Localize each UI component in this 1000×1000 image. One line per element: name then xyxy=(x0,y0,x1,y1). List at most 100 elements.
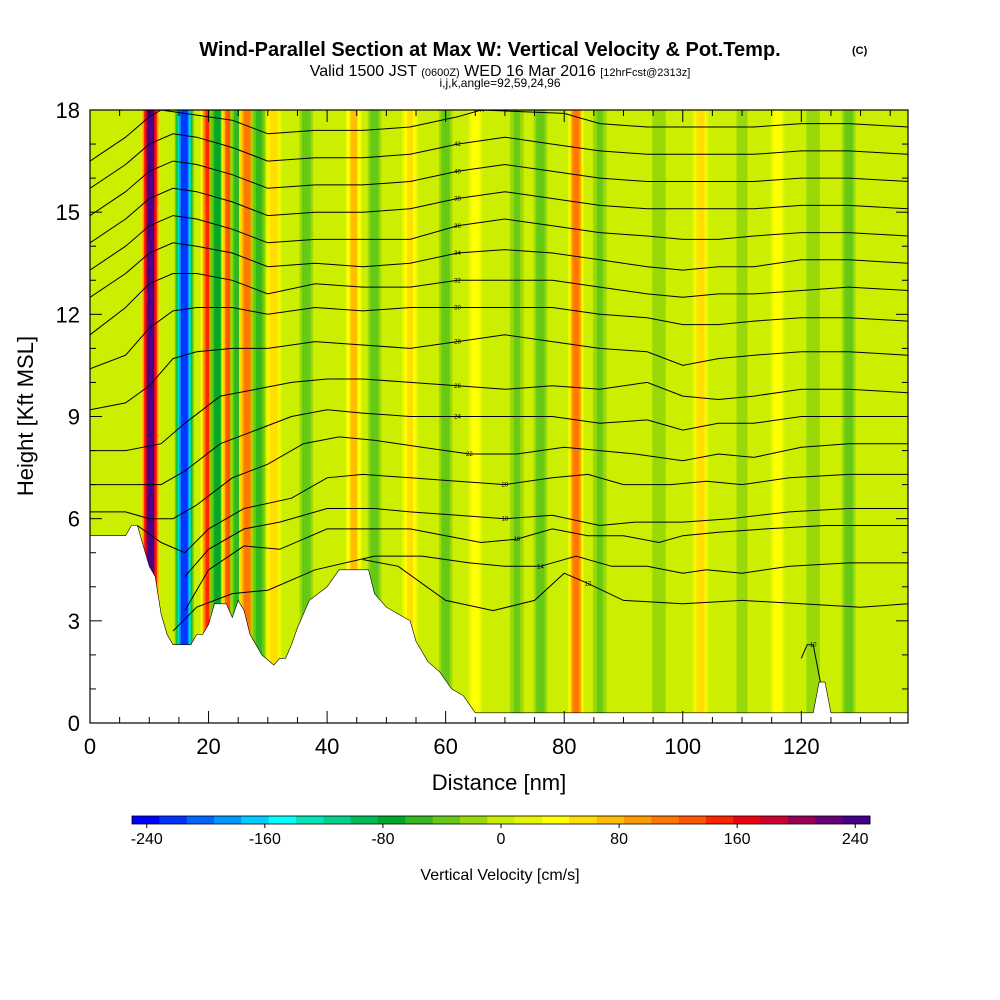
y-tick-label: 15 xyxy=(56,200,80,225)
velocity-band xyxy=(350,110,357,723)
colorbar-swatch xyxy=(514,816,543,824)
colorbar-tick-label: -160 xyxy=(249,831,281,848)
colorbar-swatch xyxy=(706,816,734,824)
colorbar-tick-label: -240 xyxy=(131,831,163,848)
y-tick-label: 6 xyxy=(68,507,80,532)
y-tick-label: 12 xyxy=(56,302,80,327)
colorbar: -240 -160 -80 0 80 160 240 xyxy=(131,815,871,848)
theta-contour xyxy=(184,508,908,577)
y-tick-label: 18 xyxy=(56,98,80,123)
x-tick-label: 60 xyxy=(433,734,457,759)
theta-contour-label: 10 xyxy=(810,643,817,649)
colorbar-swatch xyxy=(760,816,789,824)
velocity-band xyxy=(270,110,277,723)
x-axis-title: Distance [nm] xyxy=(432,770,567,795)
velocity-band xyxy=(146,110,155,723)
velocity-band xyxy=(697,110,704,723)
velocity-band xyxy=(214,110,221,723)
theta-contour-label: 28 xyxy=(454,340,461,346)
colorbar-title: Vertical Velocity [cm/s] xyxy=(420,867,579,884)
colorbar-swatch xyxy=(186,816,215,824)
theta-contour xyxy=(90,110,908,162)
theta-contour-label: 30 xyxy=(454,306,461,312)
forecast-info: [12hrFcst@2313z] xyxy=(600,67,690,79)
velocity-band xyxy=(596,110,603,723)
colorbar-swatch xyxy=(651,816,680,824)
y-tick-label: 0 xyxy=(68,711,80,736)
x-tick-label: 20 xyxy=(196,734,220,759)
colorbar-swatch xyxy=(815,816,844,824)
x-tick-label: 120 xyxy=(783,734,820,759)
theta-contour-label: 12 xyxy=(585,581,592,587)
velocity-band xyxy=(205,110,212,723)
colorbar-tick-label: 80 xyxy=(610,831,628,848)
theta-contour xyxy=(90,160,908,217)
colorbar-swatch xyxy=(296,816,324,824)
velocity-band xyxy=(255,110,262,723)
colorbar-swatch xyxy=(842,816,871,824)
velocity-band xyxy=(573,110,580,723)
x-tick-label: 0 xyxy=(84,734,96,759)
theta-contour-label: 22 xyxy=(466,452,473,458)
colorbar-tick-label: -80 xyxy=(371,831,394,848)
colorbar-swatch xyxy=(678,816,707,824)
valid-date: WED 16 Mar 2016 xyxy=(460,63,601,80)
velocity-band xyxy=(303,110,310,723)
velocity-band xyxy=(226,110,233,723)
x-tick-label: 40 xyxy=(315,734,339,759)
velocity-band xyxy=(235,110,242,723)
theta-contour-label: 42 xyxy=(454,142,461,148)
valid-utc: (0600Z) xyxy=(421,67,460,79)
theta-contour-label: 44 xyxy=(478,108,485,114)
theta-contour xyxy=(90,436,908,520)
theta-contour-label: 36 xyxy=(454,224,461,230)
colorbar-tick-label: 0 xyxy=(497,831,506,848)
theta-contour xyxy=(184,525,908,611)
colorbar-swatch xyxy=(788,816,816,824)
theta-contour xyxy=(90,273,908,336)
theta-contour xyxy=(137,473,908,554)
theta-contour xyxy=(90,409,908,486)
colorbar-swatch xyxy=(569,816,598,824)
colorbar-swatch xyxy=(432,816,461,824)
theta-contour xyxy=(90,378,908,452)
y-tick-label: 3 xyxy=(68,609,80,634)
chart-title: Wind-Parallel Section at Max W: Vertical… xyxy=(199,39,780,61)
theta-contour-label: 18 xyxy=(502,517,509,523)
colorbar-swatch xyxy=(733,816,762,824)
theta-contour-label: 24 xyxy=(454,415,461,421)
velocity-band xyxy=(774,110,781,723)
colorbar-swatch xyxy=(350,816,379,824)
terrain-mask xyxy=(90,525,908,723)
colorbar-swatch xyxy=(241,816,270,824)
colorbar-swatch xyxy=(378,816,406,824)
theta-contour xyxy=(800,644,826,707)
colorbar-swatch xyxy=(596,816,625,824)
theta-contours: 10 12 14 16 18 20 22 24 26 28 30 32 34 36 38 40 42 44 xyxy=(90,108,908,707)
theta-contour-label: 14 xyxy=(537,564,544,570)
plot-area: 10 12 14 16 18 20 22 24 26 28 30 32 34 36 38 40 42 44 xyxy=(90,108,908,723)
colorbar-swatch xyxy=(542,816,570,824)
theta-contour xyxy=(90,242,908,298)
theta-contour xyxy=(90,306,908,370)
colorbar-swatch xyxy=(159,816,188,824)
theta-contour xyxy=(90,187,908,244)
colorbar-tick-label: 160 xyxy=(724,831,751,848)
y-tick-label: 9 xyxy=(68,405,80,430)
velocity-band xyxy=(180,110,188,723)
x-tick-label: 80 xyxy=(552,734,576,759)
colorbar-swatch xyxy=(487,816,516,824)
theta-contour-label: 38 xyxy=(454,197,461,203)
x-tick-label: 100 xyxy=(664,734,701,759)
copyright-mark: (C) xyxy=(852,45,868,57)
colorbar-swatch xyxy=(460,816,488,824)
theta-contour-label: 34 xyxy=(454,251,461,257)
theta-contour-label: 26 xyxy=(454,384,461,390)
theta-contour xyxy=(172,555,908,632)
theta-contour xyxy=(90,215,908,271)
colorbar-tick-label: 240 xyxy=(842,831,869,848)
colorbar-swatch xyxy=(624,816,652,824)
colorbar-swatch xyxy=(323,816,352,824)
colorbar-swatch xyxy=(405,816,434,824)
